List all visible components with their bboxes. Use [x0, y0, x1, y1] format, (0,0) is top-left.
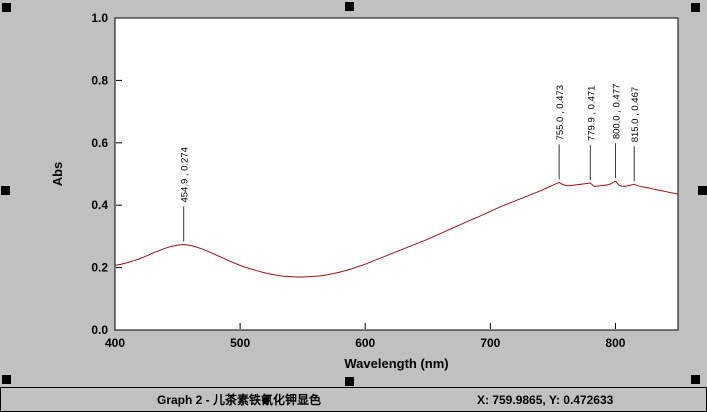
x-axis-label: Wavelength (nm)	[344, 356, 448, 371]
graph-title: Graph 2 - 儿茶素铁氰化钾显色	[156, 393, 321, 407]
selection-handle-top-left[interactable]	[2, 3, 11, 12]
x-tick-label: 800	[605, 336, 625, 350]
spectrum-chart[interactable]: 0.0 0.2 0.4 0.6 0.8 1.0 400 500 600 700 800 Abs Wave…	[0, 0, 707, 387]
graph-object[interactable]: 0.0 0.2 0.4 0.6 0.8 1.0 400 500 600 700 800 Abs Wave…	[0, 0, 707, 387]
x-tick-label: 700	[480, 336, 500, 350]
status-bar: Graph 2 - 儿茶素铁氰化钾显色 X: 759.9865, Y: 0.47…	[0, 387, 707, 412]
x-tick-label: 500	[230, 336, 250, 350]
x-tick-label: 600	[355, 336, 375, 350]
selection-handle-bottom-left[interactable]	[2, 375, 11, 384]
y-tick-label: 1.0	[91, 11, 108, 25]
annotation-label: 800.0 , 0.477	[611, 84, 622, 139]
annotation-label: 815.0 , 0.467	[630, 87, 641, 142]
selection-handle-mid-left[interactable]	[1, 186, 10, 195]
y-tick-label: 0.4	[91, 198, 108, 212]
selection-handle-bottom-right[interactable]	[691, 375, 700, 384]
selection-handle-top-right[interactable]	[691, 3, 700, 12]
selection-handle-bottom-center[interactable]	[345, 377, 354, 386]
y-tick-label: 0.2	[91, 261, 108, 275]
annotation-label: 779.9 , 0.471	[586, 86, 597, 141]
cursor-readout: X: 759.9865, Y: 0.472633	[477, 392, 614, 407]
annotation-label: 454.9 , 0.274	[180, 147, 191, 202]
selection-handle-top-center[interactable]	[345, 2, 354, 11]
selection-handle-mid-right[interactable]	[698, 186, 707, 195]
annotation-label: 755.0 , 0.473	[555, 85, 566, 140]
spectrum-line	[114, 180, 679, 278]
y-tick-label: 0.0	[91, 323, 108, 337]
y-tick-label: 0.8	[91, 73, 108, 87]
y-axis-label: Abs	[50, 162, 65, 187]
plot-frame	[114, 17, 679, 331]
y-tick-label: 0.6	[91, 136, 108, 150]
x-tick-label: 400	[105, 336, 125, 350]
